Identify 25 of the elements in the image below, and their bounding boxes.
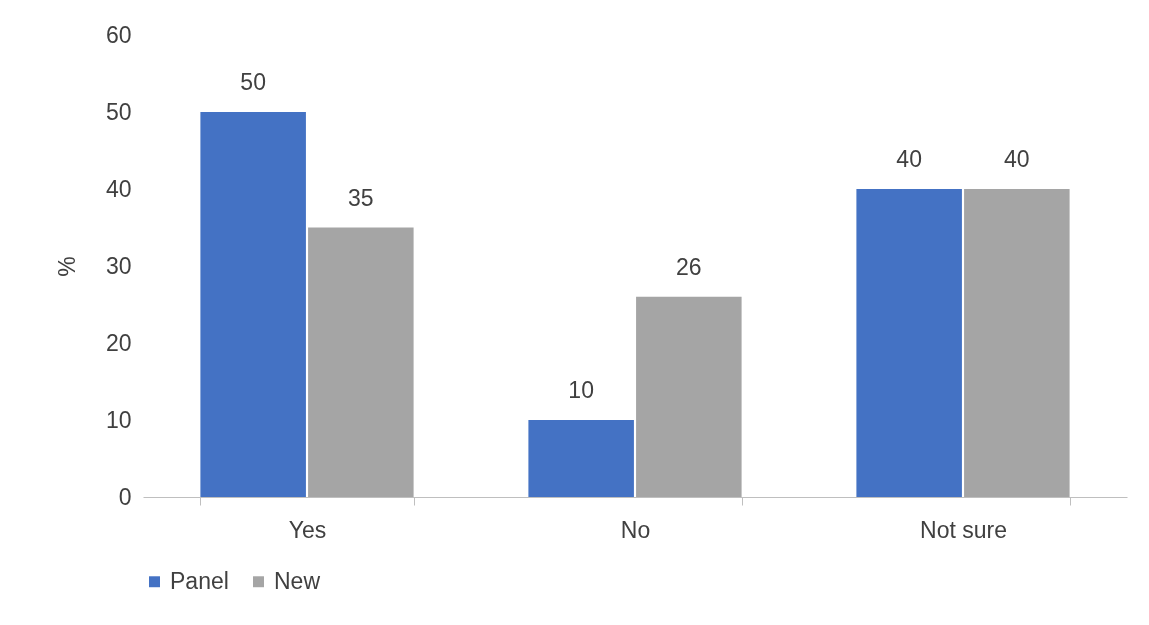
y-tick-label: 0 — [118, 483, 132, 510]
bar — [964, 189, 1070, 497]
x-tick-label: Not sure — [920, 516, 1007, 543]
bar — [200, 112, 306, 497]
data-label: 26 — [676, 253, 702, 280]
data-label: 40 — [896, 146, 922, 172]
bar — [636, 296, 742, 497]
y-tick-label: 20 — [105, 329, 132, 356]
legend-label: New — [274, 567, 321, 594]
bar — [308, 227, 414, 497]
x-tick-label: Yes — [288, 516, 327, 543]
data-label: 40 — [1004, 146, 1030, 172]
y-tick-label: 30 — [105, 252, 132, 279]
y-tick-label: 60 — [105, 21, 132, 48]
x-tick-label: No — [620, 516, 651, 543]
data-label: 10 — [568, 377, 594, 403]
y-tick-label: 50 — [105, 98, 132, 125]
bar — [856, 189, 962, 497]
legend-label: Panel — [170, 567, 229, 594]
data-label: 50 — [240, 69, 266, 95]
y-axis-title: % — [53, 256, 80, 277]
y-tick-label: 40 — [105, 175, 132, 202]
bar — [528, 420, 634, 497]
data-label: 35 — [348, 184, 374, 211]
y-tick-label: 10 — [105, 406, 132, 433]
